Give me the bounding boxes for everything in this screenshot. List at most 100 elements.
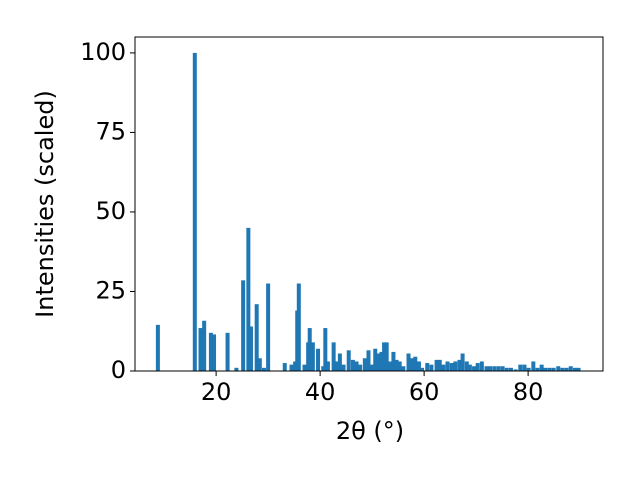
bar bbox=[560, 367, 565, 371]
bar bbox=[350, 359, 355, 371]
bar bbox=[192, 52, 197, 372]
bar bbox=[531, 361, 536, 371]
bar bbox=[441, 364, 446, 371]
bar bbox=[479, 361, 484, 371]
bar bbox=[460, 353, 465, 371]
bar bbox=[382, 342, 387, 371]
bar bbox=[346, 350, 351, 371]
bar bbox=[535, 367, 540, 371]
bar bbox=[337, 353, 342, 371]
bar bbox=[331, 342, 336, 371]
bar bbox=[289, 364, 294, 371]
bar bbox=[496, 366, 501, 371]
bar bbox=[208, 332, 213, 371]
bar bbox=[576, 367, 581, 371]
y-axis-label: Intensities (scaled) bbox=[31, 90, 59, 318]
bar bbox=[376, 353, 381, 371]
bar bbox=[564, 367, 569, 371]
bar bbox=[293, 361, 298, 371]
bar bbox=[472, 366, 477, 371]
bar bbox=[202, 320, 207, 371]
bar bbox=[373, 348, 378, 371]
bar bbox=[572, 367, 577, 371]
bar bbox=[316, 348, 321, 371]
bar bbox=[302, 364, 307, 371]
bar bbox=[362, 358, 367, 371]
x-tick-label: 40 bbox=[305, 378, 336, 406]
bar bbox=[504, 367, 509, 371]
bar bbox=[484, 366, 489, 371]
bar bbox=[397, 361, 402, 371]
x-tick-label: 80 bbox=[513, 378, 544, 406]
bar bbox=[384, 342, 389, 371]
bar bbox=[488, 366, 493, 371]
bar bbox=[522, 364, 527, 371]
bar bbox=[266, 283, 271, 371]
y-tick-label: 50 bbox=[95, 197, 126, 225]
y-tick-label: 25 bbox=[95, 276, 126, 304]
bar bbox=[261, 367, 266, 371]
y-tick-label: 75 bbox=[95, 117, 126, 145]
bar bbox=[370, 364, 375, 371]
bar bbox=[354, 361, 359, 371]
bar bbox=[257, 358, 262, 371]
x-tick-label: 20 bbox=[201, 378, 232, 406]
bar bbox=[464, 361, 469, 371]
bar bbox=[453, 361, 458, 371]
bar bbox=[425, 363, 430, 371]
bar bbox=[212, 334, 217, 371]
bar bbox=[413, 356, 418, 371]
plot-frame bbox=[134, 36, 604, 372]
bar bbox=[513, 369, 518, 371]
bar bbox=[568, 366, 573, 371]
bar bbox=[492, 366, 497, 371]
bar bbox=[234, 367, 239, 371]
bar bbox=[457, 359, 462, 371]
bar bbox=[416, 361, 421, 371]
bar bbox=[341, 364, 346, 371]
bar bbox=[296, 283, 301, 371]
bar bbox=[358, 364, 363, 371]
bar bbox=[225, 332, 230, 371]
bar bbox=[420, 367, 425, 371]
bar bbox=[467, 364, 472, 371]
bar bbox=[409, 358, 414, 371]
bar bbox=[401, 366, 406, 371]
y-tick-label: 100 bbox=[80, 38, 126, 66]
bar bbox=[321, 366, 326, 371]
bar bbox=[394, 359, 399, 371]
x-axis-label: 2θ (°) bbox=[336, 417, 404, 445]
bar bbox=[391, 351, 396, 371]
bar bbox=[543, 367, 548, 371]
bar bbox=[155, 324, 160, 371]
bar bbox=[310, 342, 315, 371]
bar bbox=[246, 227, 251, 371]
bar bbox=[241, 280, 246, 371]
bar bbox=[429, 364, 434, 371]
bar bbox=[334, 361, 339, 371]
bar bbox=[539, 364, 544, 371]
bar bbox=[198, 328, 203, 371]
bar bbox=[518, 364, 523, 371]
bar bbox=[323, 328, 328, 371]
bar bbox=[556, 366, 561, 371]
bar bbox=[248, 326, 253, 371]
bar bbox=[307, 328, 312, 371]
bar bbox=[445, 361, 450, 371]
bar bbox=[325, 361, 330, 371]
bar bbox=[475, 363, 480, 371]
x-tick-label: 60 bbox=[409, 378, 440, 406]
bar bbox=[254, 304, 259, 371]
bar bbox=[366, 350, 371, 371]
bar bbox=[449, 363, 454, 371]
bar bbox=[551, 367, 556, 371]
bar bbox=[547, 367, 552, 371]
bar bbox=[526, 367, 531, 371]
bar bbox=[434, 359, 439, 371]
y-tick-label: 0 bbox=[111, 356, 126, 384]
bar bbox=[379, 351, 384, 371]
bar bbox=[282, 363, 287, 371]
bar bbox=[388, 361, 393, 371]
bar bbox=[500, 366, 505, 371]
